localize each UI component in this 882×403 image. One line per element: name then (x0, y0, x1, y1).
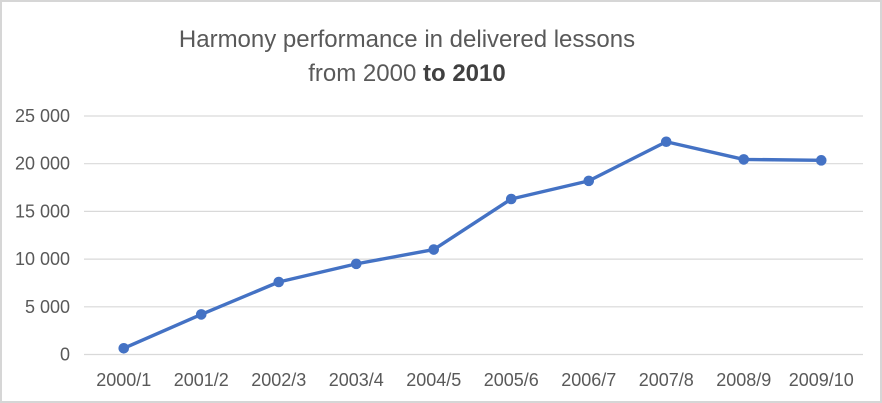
data-point-marker (428, 244, 440, 255)
x-tick-label: 2005/6 (484, 370, 539, 390)
data-point-marker (195, 309, 207, 320)
y-tick-label: 0 (60, 345, 70, 365)
data-point-marker (350, 258, 362, 270)
x-tick-label: 2003/4 (329, 370, 384, 390)
x-tick-label: 2008/9 (716, 370, 771, 390)
data-point-marker (583, 175, 595, 187)
x-tick-label: 2006/7 (561, 370, 616, 390)
data-point-marker (118, 342, 130, 354)
y-tick-label: 25 000 (15, 106, 70, 126)
x-tick-label: 2007/8 (639, 370, 694, 390)
y-tick-label: 15 000 (15, 201, 70, 221)
y-tick-label: 10 000 (15, 249, 70, 269)
y-tick-label: 20 000 (15, 154, 70, 174)
x-tick-label: 2009/10 (789, 370, 854, 390)
data-point-marker (660, 136, 672, 148)
data-line (122, 140, 823, 350)
data-point-marker (505, 193, 517, 205)
data-point-marker (738, 154, 750, 165)
x-tick-label: 2000/1 (96, 370, 151, 390)
data-point-marker (273, 276, 285, 288)
x-tick-label: 2004/5 (406, 370, 461, 390)
x-tick-label: 2002/3 (251, 370, 306, 390)
x-tick-label: 2001/2 (174, 370, 229, 390)
y-tick-label: 5 000 (25, 297, 70, 317)
data-point-marker (815, 155, 827, 166)
